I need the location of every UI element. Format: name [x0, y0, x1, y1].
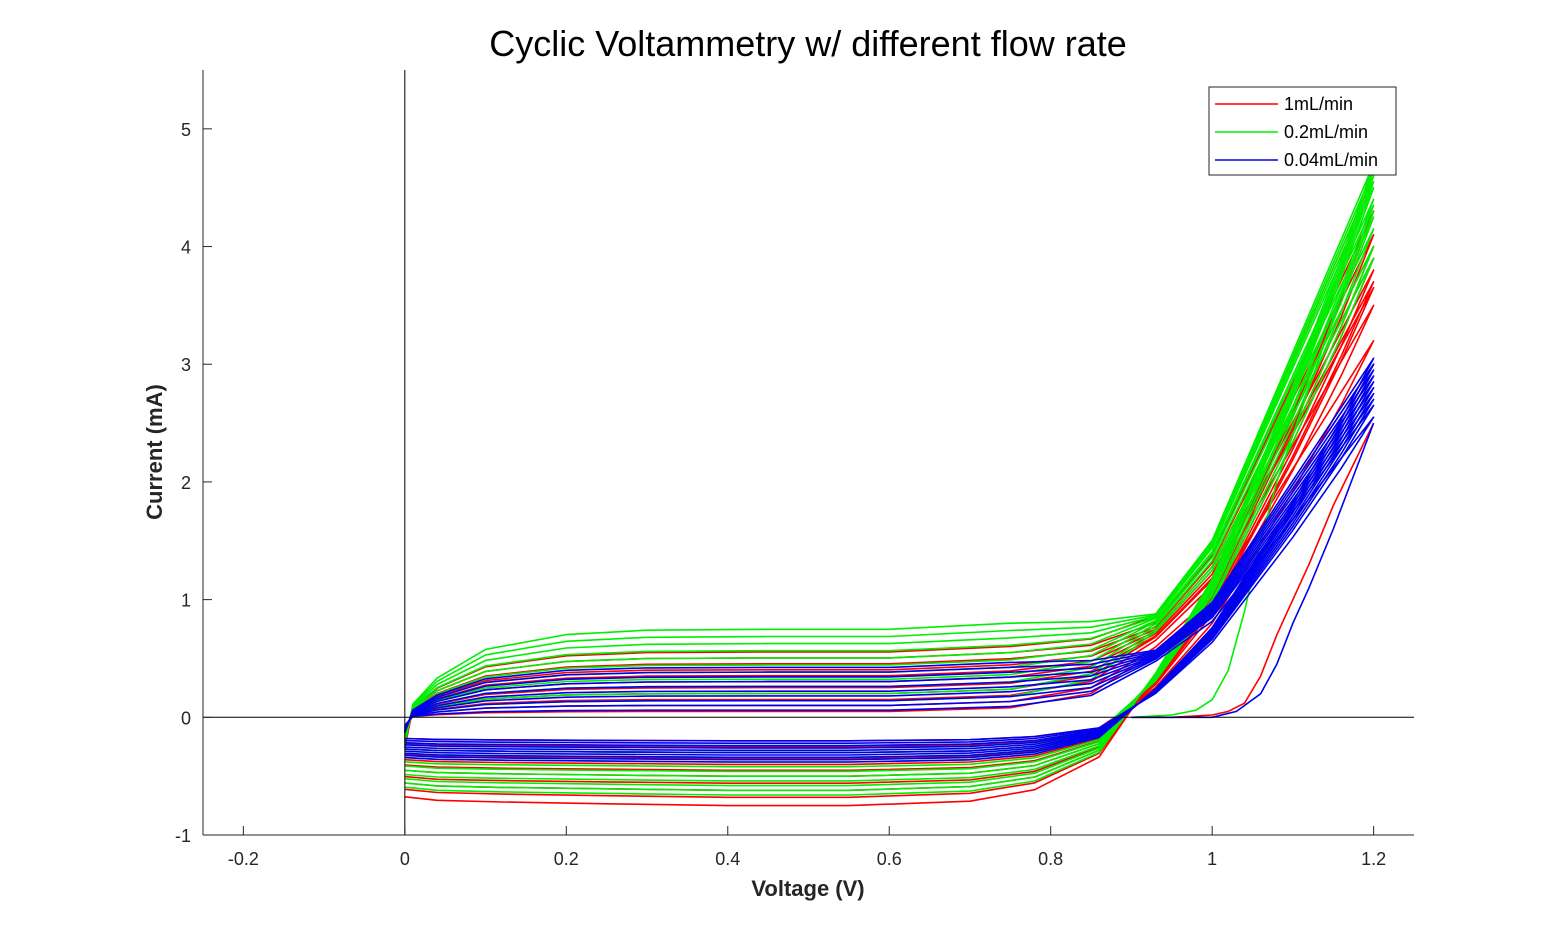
cycle-line — [404, 404, 1375, 744]
cycle-line — [404, 381, 1375, 754]
cycle-line — [404, 281, 1375, 766]
y-tick-label: 0 — [181, 708, 191, 728]
legend-label: 0.04mL/min — [1284, 150, 1378, 170]
x-tick-label: 1.2 — [1361, 849, 1386, 869]
cycle-line — [404, 175, 1375, 787]
cycle-line — [404, 186, 1375, 777]
x-axis-title: Voltage (V) — [751, 876, 864, 901]
plot-area — [203, 70, 1414, 835]
x-tick-label: -0.2 — [228, 849, 259, 869]
y-tick-label: 2 — [181, 473, 191, 493]
first-sweep-line — [1131, 210, 1375, 719]
y-ticks: -1 0 1 2 3 4 5 — [175, 120, 212, 846]
x-tick-label: 0.8 — [1038, 849, 1063, 869]
y-tick-label: 4 — [181, 238, 191, 258]
x-ticks: -0.2 0 0.2 0.4 0.6 0.8 1 1.2 — [228, 826, 1386, 869]
reference-lines — [203, 70, 1414, 835]
cycle-line — [404, 181, 1375, 782]
cycle-line — [404, 357, 1375, 763]
y-tick-label: 1 — [181, 591, 191, 611]
x-tick-label: 0.2 — [554, 849, 579, 869]
legend-label: 0.2mL/min — [1284, 122, 1368, 142]
first-sweep-line — [1131, 422, 1375, 719]
y-tick-label: 3 — [181, 355, 191, 375]
legend-label: 1mL/min — [1284, 94, 1353, 114]
y-tick-label: -1 — [175, 826, 191, 846]
y-tick-label: 5 — [181, 120, 191, 140]
legend: 1mL/min 0.2mL/min 0.04mL/min — [1208, 86, 1397, 176]
cycle-line — [404, 398, 1375, 747]
chart-title: Cyclic Voltammetry w/ different flow rat… — [489, 23, 1127, 64]
series-0-04ml-min — [404, 357, 1375, 763]
cycle-line — [404, 375, 1375, 756]
cycle-line — [404, 387, 1375, 752]
cycle-line — [404, 198, 1375, 773]
x-tick-label: 0 — [400, 849, 410, 869]
x-tick-label: 1 — [1207, 849, 1217, 869]
cycle-line — [404, 369, 1375, 759]
cycle-line — [404, 392, 1375, 749]
x-tick-label: 0.4 — [715, 849, 740, 869]
x-tick-label: 0.6 — [877, 849, 902, 869]
cycle-line — [404, 363, 1375, 761]
y-axis-title: Current (mA) — [142, 384, 167, 520]
cycle-line — [404, 416, 1375, 742]
